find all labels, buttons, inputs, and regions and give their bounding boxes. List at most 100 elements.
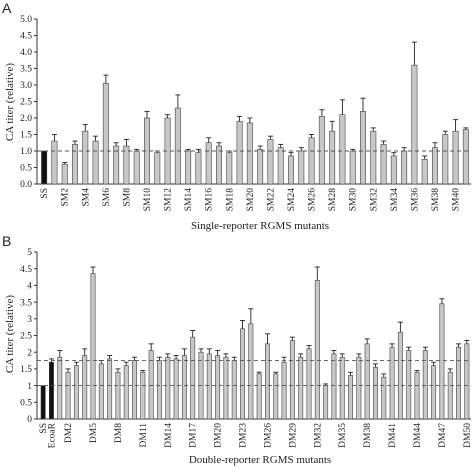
panel-b-bar-dm10 — [132, 360, 138, 420]
panel-b-bar-dm26 — [264, 343, 270, 420]
panel-b-bar-dm29 — [289, 340, 295, 420]
panel-b-letter: B — [2, 233, 11, 249]
panel-a-bar-sm9 — [133, 150, 140, 185]
panel-a-x-tick-label: SM20 — [246, 188, 256, 211]
panel-b-bar-dm19 — [206, 353, 212, 420]
panel-b-x-tick-label: DM23 — [239, 423, 249, 448]
panel-a-bar-sm8 — [123, 145, 130, 185]
panel-a-bar-sm20 — [246, 122, 253, 185]
panel-b-x-tick-label: DM26 — [263, 423, 273, 448]
panel-a-letter: A — [2, 0, 12, 16]
panel-a-bar-sm41 — [462, 129, 469, 185]
panel-b-x-tick-label: DM32 — [313, 423, 323, 448]
panel-b-y-tick-label: 3.5 — [20, 298, 32, 308]
panel-b-bar-dm27 — [273, 373, 279, 420]
panel-a-bar-sm26 — [308, 137, 315, 185]
panel-b-x-tick-label: DM8 — [114, 423, 124, 443]
panel-a-x-tick-label: SM32 — [369, 188, 379, 211]
panel-b-bar-dm47 — [439, 303, 445, 420]
panel-a-chart: 0.0 0.5 1.0 1.5 2.0 2.5 3.0 3.5 4.0 4.5 5.0 SS SM2 SM… — [20, 15, 471, 211]
panel-b-bar-dm35 — [339, 356, 345, 420]
panel-b-y-axis-title: CA titer (relative) — [4, 295, 16, 374]
panel-b-bar-ecoar — [48, 361, 54, 420]
panel-a-bar-sm29 — [339, 114, 346, 185]
panel-a-y-tick-label: 2.0 — [20, 114, 32, 124]
panel-b-x-tick-label: DM11 — [139, 423, 149, 448]
panel-b-bar-dm16 — [181, 355, 187, 420]
panel-a-bar-sm31 — [360, 111, 366, 185]
panel-a-y-tick-label: 5.0 — [20, 15, 32, 25]
panel-b-bar-dm28 — [281, 361, 287, 420]
panel-b-bar-dm42 — [397, 331, 403, 420]
panel-a-x-tick-label: SM22 — [266, 188, 276, 211]
panel-a-bar-sm28 — [329, 130, 336, 185]
panel-a-bar-sm4 — [82, 130, 89, 185]
panel-a-bar-sm27 — [318, 116, 325, 185]
panel-b-y-tick-label: 0 — [27, 415, 32, 425]
panel-a-x-tick-label: SM14 — [184, 188, 194, 211]
panel-b-x-tick-label: DM14 — [164, 423, 174, 448]
panel-a-x-tick-label: SM4 — [81, 188, 91, 207]
panel-b-y-tick-label: 0.5 — [20, 399, 32, 409]
panel-a-x-tick-label: SM38 — [431, 188, 441, 211]
panel-b-bar-dm37 — [356, 356, 362, 420]
panel-b-bar-dm8 — [115, 371, 121, 420]
panel-b-bar-dm49 — [456, 346, 462, 420]
panel-b-bar-dm44 — [414, 371, 420, 420]
panel-a-y-tick-label: 2.5 — [20, 98, 32, 108]
panel-b-bar-ss — [40, 385, 46, 420]
panel-b-x-tick-label: DM47 — [438, 423, 448, 448]
panel-b-x-tick-label: EcoaR — [47, 422, 57, 448]
panel-b-bar-dm3 — [73, 365, 79, 420]
panel-b-bar-dm14 — [165, 356, 171, 420]
panel-a-bar-sm19 — [236, 121, 243, 185]
panel-b-bar-dm21 — [223, 356, 229, 420]
panel-a-x-tick-label: SM18 — [225, 188, 235, 211]
panel-a-bar-sm1 — [51, 140, 58, 185]
panel-b-bar-dm40 — [381, 376, 387, 420]
panel-b-bar-dm9 — [123, 365, 129, 420]
panel-b-bar-dm34 — [331, 353, 337, 420]
panel-a-y-tick-label: 0.5 — [20, 164, 32, 174]
panel-a-bar-sm40 — [452, 130, 459, 185]
panel-b-bar-dm30 — [298, 356, 304, 420]
panel-b-y-tick-label: 1.5 — [20, 365, 32, 375]
panel-a-y-tick-label: 4.5 — [20, 32, 32, 42]
panel-a-bar-sm11 — [154, 152, 161, 185]
panel-a-x-tick-label: SM10 — [143, 188, 153, 211]
panel-b-bar-dm2 — [65, 371, 71, 420]
panel-b-x-tick-label: DM41 — [388, 423, 398, 448]
panel-b-bar-dm33 — [323, 385, 329, 420]
panel-a-bar-sm33 — [380, 144, 387, 185]
panel-b-bar-dm4 — [82, 355, 88, 420]
panel-a-y-tick-label: 3.0 — [20, 81, 32, 91]
panel-a-x-tick-label: SM30 — [349, 188, 359, 211]
panel-b-bar-dm41 — [389, 346, 395, 420]
panel-a-x-tick-label: SM36 — [410, 188, 420, 211]
panel-a-bar-sm35 — [401, 150, 408, 185]
panel-a-x-tick-label: SM34 — [390, 188, 400, 211]
panel-b-bar-dm39 — [372, 366, 378, 420]
panel-b-x-tick-label: DM20 — [214, 423, 224, 448]
panel-a-bar-sm3 — [72, 144, 78, 185]
panel-b-bar-dm23 — [240, 328, 246, 420]
panel-b-bar-dm25 — [256, 373, 262, 420]
panel-b-x-tick-label: DM17 — [189, 423, 199, 448]
panel-b-bar-dm24 — [248, 323, 254, 420]
panel-a-x-tick-label: SM16 — [205, 188, 215, 211]
panel-b-bar-dm46 — [431, 365, 437, 420]
panel-a-bar-sm6 — [102, 83, 109, 185]
panel-a-y-tick-label: 0.0 — [20, 180, 32, 190]
panel-b-bar-dm11 — [140, 371, 146, 420]
panel-b-bar-dm36 — [348, 375, 354, 420]
panel-a-bar-sm16 — [205, 142, 212, 185]
panel-a-x-tick-label: SM2 — [61, 188, 71, 207]
panel-a-bar-sm32 — [370, 130, 377, 185]
panel-b-bar-dm1 — [57, 356, 63, 420]
panel-b-bar-dm22 — [231, 360, 237, 420]
panel-a-bar-sm39 — [442, 134, 449, 185]
panel-b-y-tick-label: 2 — [27, 348, 32, 358]
panel-a-bar-sm25 — [298, 150, 305, 185]
panel-b-x-tick-label: DM44 — [413, 423, 423, 448]
